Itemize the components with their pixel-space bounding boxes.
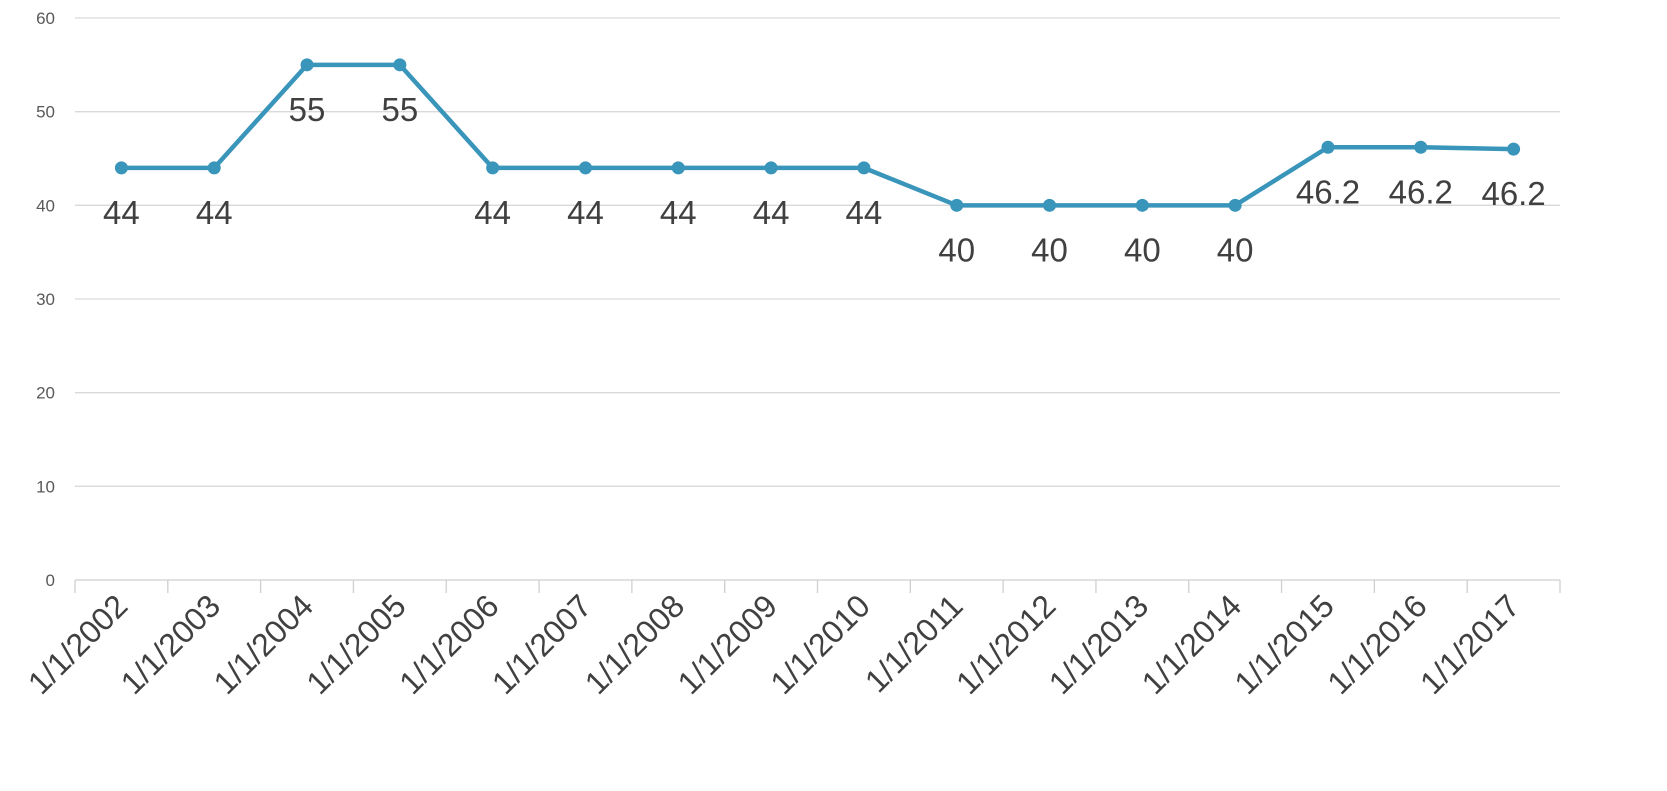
data-label: 44 xyxy=(660,194,697,231)
data-point xyxy=(393,58,407,72)
data-label: 44 xyxy=(567,194,604,231)
x-axis xyxy=(74,579,1561,593)
y-tick-label: 0 xyxy=(46,571,55,590)
data-label: 55 xyxy=(289,91,326,128)
data-point xyxy=(578,161,592,175)
data-label: 40 xyxy=(1031,231,1068,268)
y-tick-label: 30 xyxy=(36,290,55,309)
x-tick-label: 1/1/2002 xyxy=(21,587,135,701)
x-tick-label: 1/1/2008 xyxy=(578,587,692,701)
data-label: 44 xyxy=(196,194,233,231)
x-tick-label: 1/1/2017 xyxy=(1413,587,1527,701)
data-point xyxy=(1321,140,1335,154)
data-label: 44 xyxy=(103,194,140,231)
x-tick-label: 1/1/2006 xyxy=(392,587,506,701)
data-label: 40 xyxy=(1124,231,1161,268)
data-labels: 44 44 55 55 44 44 44 44 44 40 40 40 40 46.2 46.2 46.2 xyxy=(103,91,1546,269)
y-tick-label: 10 xyxy=(36,477,55,496)
y-axis-tick-labels: 0 10 20 30 40 50 60 xyxy=(36,9,55,590)
x-tick-label: 1/1/2014 xyxy=(1135,587,1249,701)
gridlines xyxy=(75,17,1560,487)
data-label: 40 xyxy=(938,231,975,268)
series-layer xyxy=(114,58,1521,212)
data-label: 46.2 xyxy=(1389,173,1453,210)
x-tick-label: 1/1/2010 xyxy=(763,587,877,701)
x-tick-label: 1/1/2013 xyxy=(1042,587,1156,701)
x-axis-tick-labels: 1/1/20021/1/20031/1/20041/1/20051/1/2006… xyxy=(21,587,1527,701)
data-point xyxy=(486,161,500,175)
y-tick-label: 50 xyxy=(36,103,55,122)
y-tick-label: 20 xyxy=(36,384,55,403)
data-point xyxy=(300,58,314,72)
x-tick-label: 1/1/2012 xyxy=(949,587,1063,701)
x-tick-label: 1/1/2016 xyxy=(1320,587,1434,701)
data-label: 40 xyxy=(1217,231,1254,268)
data-point xyxy=(114,161,128,175)
y-tick-label: 40 xyxy=(36,196,55,215)
data-point xyxy=(950,198,964,212)
data-point xyxy=(671,161,685,175)
x-tick-label: 1/1/2007 xyxy=(485,587,599,701)
data-point xyxy=(1507,142,1521,156)
data-point xyxy=(857,161,871,175)
data-label: 46.2 xyxy=(1481,175,1545,212)
x-tick-label: 1/1/2009 xyxy=(671,587,785,701)
data-point xyxy=(1135,198,1149,212)
x-tick-label: 1/1/2004 xyxy=(206,587,320,701)
y-tick-label: 60 xyxy=(36,9,55,28)
data-label: 46.2 xyxy=(1296,173,1360,210)
data-point xyxy=(1414,140,1428,154)
data-label: 44 xyxy=(474,194,511,231)
series-line xyxy=(119,62,1516,208)
x-tick-label: 1/1/2015 xyxy=(1227,587,1341,701)
data-label: 44 xyxy=(753,194,790,231)
data-point xyxy=(207,161,221,175)
data-point xyxy=(1228,198,1242,212)
x-tick-label: 1/1/2005 xyxy=(299,587,413,701)
data-label: 44 xyxy=(846,194,883,231)
data-point xyxy=(1043,198,1057,212)
x-tick-label: 1/1/2011 xyxy=(858,587,970,699)
x-tick-label: 1/1/2003 xyxy=(114,587,228,701)
data-point xyxy=(764,161,778,175)
data-label: 55 xyxy=(381,91,418,128)
